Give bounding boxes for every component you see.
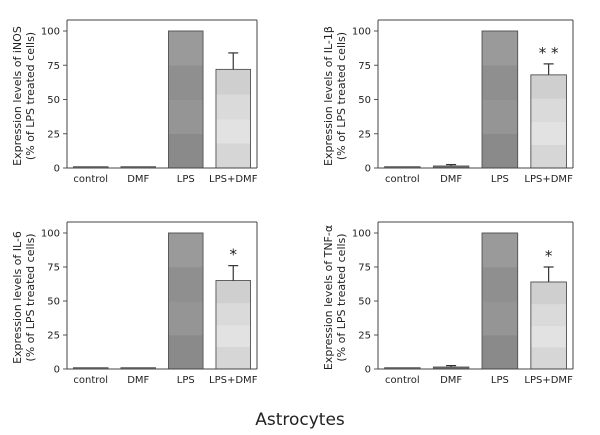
y-tick-label: 100 <box>41 27 60 38</box>
chart-panel-3: 0 25 50 75 100 control DMF LPS * LPS+DMF Expressio… <box>11 221 258 386</box>
x-tick-label: LPS <box>491 174 509 185</box>
y-tick-label: 75 <box>47 61 60 72</box>
figure-caption: Astrocytes <box>255 410 345 430</box>
bar-band <box>216 281 251 303</box>
x-tick-label: control <box>385 174 420 185</box>
x-tick-label: control <box>73 174 108 185</box>
significance-marker: * * <box>539 44 559 62</box>
y-tick-label: 50 <box>358 95 371 106</box>
y-tick-label: 50 <box>47 95 60 106</box>
chart-panel-1: 0 25 50 75 100 control DMF LPS LPS+DMF Expression… <box>11 19 258 185</box>
x-tick-label: LPS+DMF <box>209 375 258 386</box>
y-axis-label-units: (% of LPS treated cells) <box>335 233 348 361</box>
bar-band <box>168 134 203 169</box>
bar-band <box>216 69 251 95</box>
chart-panel-4: 0 25 50 75 100 control DMF LPS * LPS+DMF Expressio… <box>322 221 574 386</box>
x-tick-label: DMF <box>440 375 462 386</box>
y-axis-label-units: (% of LPS treated cells) <box>24 32 37 160</box>
y-tick-label: 50 <box>47 297 60 308</box>
y-tick-label: 0 <box>54 164 60 175</box>
x-tick-label: LPS <box>177 174 195 185</box>
bar-band <box>168 31 203 66</box>
y-tick-label: 25 <box>358 129 371 140</box>
y-tick-label: 0 <box>54 365 60 376</box>
bar-band <box>531 121 566 146</box>
x-tick-label: LPS+DMF <box>209 174 258 185</box>
bar-band <box>531 282 566 305</box>
y-tick-label: 50 <box>358 297 371 308</box>
y-axis-label: Expression levels of IL-6 <box>11 231 24 364</box>
y-tick-label: 75 <box>358 61 371 72</box>
y-axis-label: Expression levels of iNOS <box>11 26 24 166</box>
bar-band <box>216 325 251 348</box>
x-tick-label: LPS <box>177 375 195 386</box>
x-tick-label: DMF <box>127 174 149 185</box>
bar-band <box>531 304 566 326</box>
bar-band <box>531 145 566 169</box>
y-tick-label: 25 <box>47 331 60 342</box>
bar-band <box>168 65 203 100</box>
bar-band <box>482 31 518 66</box>
bar-band <box>482 100 518 135</box>
y-axis-label-units: (% of LPS treated cells) <box>335 32 348 160</box>
bar-band <box>482 335 518 370</box>
bar-band <box>216 347 251 370</box>
bar-band <box>531 325 566 348</box>
x-tick-label: control <box>385 375 420 386</box>
x-tick-label: control <box>73 375 108 386</box>
chart-panel-2: 0 25 50 75 100 control DMF LPS * * LPS+DMF Express… <box>322 19 574 185</box>
bar-band <box>168 267 203 302</box>
y-axis-label-units: (% of LPS treated cells) <box>24 233 37 361</box>
y-axis-label: Expression levels of IL-1β <box>322 26 335 166</box>
bar-band <box>216 303 251 326</box>
bar-band <box>168 100 203 135</box>
x-tick-label: DMF <box>127 375 149 386</box>
y-tick-label: 25 <box>358 331 371 342</box>
significance-marker: * <box>230 246 238 264</box>
y-tick-label: 75 <box>47 263 60 274</box>
bar-band <box>482 301 518 336</box>
bar-band <box>216 119 251 144</box>
bar-band <box>216 94 251 119</box>
bar-band <box>168 233 203 268</box>
significance-marker: * <box>545 247 553 265</box>
bar-band <box>482 267 518 302</box>
y-tick-label: 75 <box>358 263 371 274</box>
x-tick-label: LPS+DMF <box>524 174 573 185</box>
y-tick-label: 0 <box>365 164 371 175</box>
x-tick-label: LPS <box>491 375 509 386</box>
bar-band <box>482 233 518 268</box>
y-tick-label: 100 <box>352 27 371 38</box>
bar-band <box>531 347 566 370</box>
y-tick-label: 100 <box>352 229 371 240</box>
y-tick-label: 100 <box>41 229 60 240</box>
bar-band <box>531 98 566 122</box>
bar-band <box>168 301 203 336</box>
bar-band <box>216 143 251 169</box>
bar-band <box>482 65 518 100</box>
y-tick-label: 0 <box>365 365 371 376</box>
x-tick-label: LPS+DMF <box>524 375 573 386</box>
x-tick-label: DMF <box>440 174 462 185</box>
bar-band <box>168 335 203 370</box>
y-tick-label: 25 <box>47 129 60 140</box>
bar-band <box>482 134 518 169</box>
bar-band <box>531 75 566 99</box>
y-axis-label: Expression levels of TNF-α <box>322 225 335 370</box>
